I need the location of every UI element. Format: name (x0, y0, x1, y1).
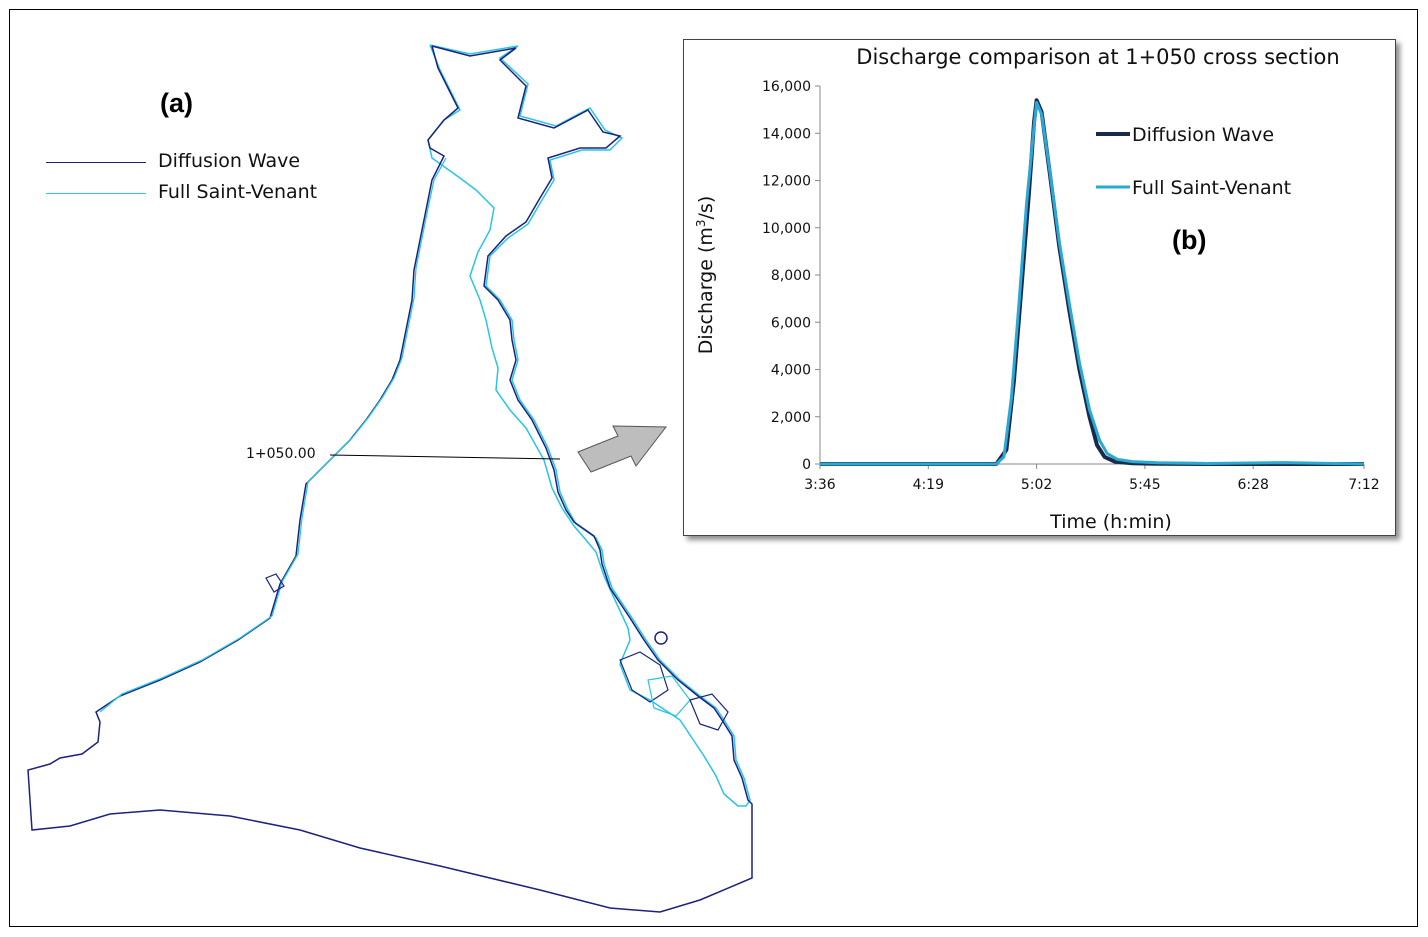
legend-label-diffusion-wave: Diffusion Wave (158, 150, 301, 172)
y-tick-label: 4,000 (771, 363, 811, 379)
panel-b-label: (b) (1172, 225, 1206, 255)
legend-line-diffusion-wave (46, 162, 146, 163)
figure-frame (9, 9, 1418, 927)
chart-legend-label-diffusion-wave: Diffusion Wave (1132, 124, 1274, 146)
y-tick-label: 0 (802, 457, 811, 473)
y-axis-label-suffix: /s) (695, 196, 717, 220)
y-axis-label: Discharge (m3/s) (694, 196, 717, 355)
x-tick-label: 3:36 (804, 477, 836, 493)
map-left-bank-full-saint-venant (99, 157, 447, 713)
legend-line-full-saint-venant (46, 193, 146, 194)
map-island-5 (265, 573, 285, 593)
map-island-1 (619, 651, 669, 703)
pointer-arrow (577, 425, 668, 473)
y-tick-label: 2,000 (771, 410, 811, 426)
y-tick-label: 10,000 (762, 221, 811, 237)
cross-section-label: 1+050.00 (246, 446, 316, 462)
discharge-chart-panel: Discharge comparison at 1+050 cross sect… (683, 39, 1396, 536)
x-axis-label: Time (h:min) (1049, 511, 1172, 533)
y-axis-label-sup: 3 (694, 219, 708, 227)
x-tick-label: 6:28 (1237, 477, 1268, 493)
x-tick-label: 7:12 (1348, 477, 1379, 493)
cross-section-line (329, 454, 561, 460)
x-tick-label: 5:45 (1129, 477, 1160, 493)
y-axis-label-prefix: Discharge (m (695, 227, 717, 354)
map-island-3 (689, 693, 729, 731)
x-tick-label: 4:19 (913, 477, 944, 493)
discharge-chart: Discharge comparison at 1+050 cross sect… (694, 45, 1380, 533)
x-tick-label: 5:02 (1021, 477, 1052, 493)
y-tick-label: 8,000 (771, 268, 811, 284)
map-island-4 (654, 631, 668, 645)
x-axis-ticks: 3:36 4:19 5:02 5:45 6:28 7:12 (804, 464, 1380, 493)
map-island-2 (647, 675, 691, 717)
y-tick-label: 14,000 (762, 126, 811, 142)
y-axis-ticks: 0 2,000 4,000 6,000 8,000 10,000 12,000 14,000 1… (762, 79, 820, 473)
series-line-diffusion-wave (820, 98, 1364, 466)
y-tick-label: 6,000 (771, 315, 811, 331)
y-tick-label: 16,000 (762, 79, 811, 95)
chart-legend-label-full-saint-venant: Full Saint-Venant (1132, 177, 1291, 199)
map-outline-full-saint-venant (427, 44, 751, 807)
chart-series (820, 98, 1365, 466)
map-outline-diffusion-wave (27, 45, 753, 913)
y-tick-label: 12,000 (762, 174, 811, 190)
legend-label-full-saint-venant: Full Saint-Venant (158, 181, 318, 203)
chart-title: Discharge comparison at 1+050 cross sect… (856, 45, 1339, 69)
series-line-full-saint-venant (820, 101, 1365, 466)
panel-a-label: (a) (160, 88, 193, 118)
